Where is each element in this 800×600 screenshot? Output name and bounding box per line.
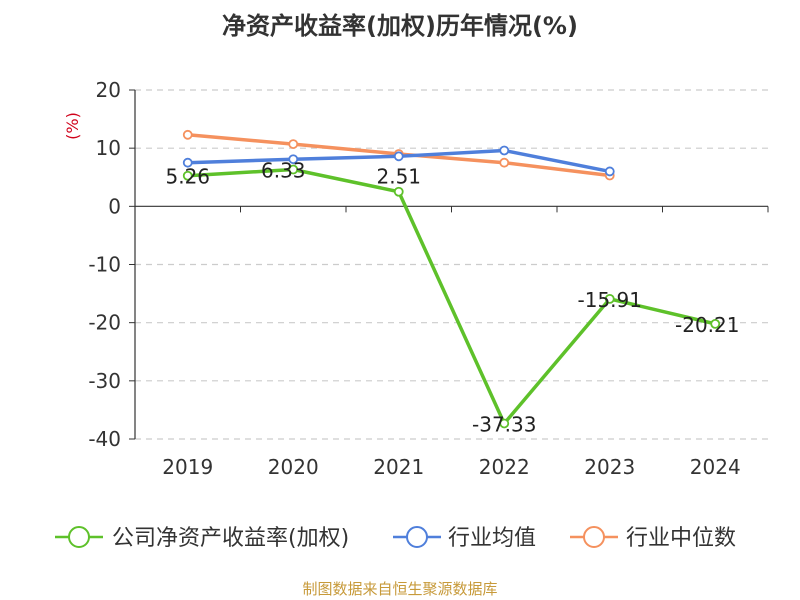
y-tick-label: -40 <box>88 427 121 451</box>
legend-swatch-marker <box>583 526 605 548</box>
data-point <box>710 318 721 329</box>
legend-label: 行业均值 <box>448 526 536 551</box>
y-tick-label: 20 <box>96 78 121 102</box>
data-point <box>499 157 510 168</box>
y-axis-label: (%) <box>63 112 82 140</box>
data-label: 6.33 <box>261 159 306 183</box>
x-tick-label: 2022 <box>479 455 530 479</box>
data-point <box>604 166 615 177</box>
data-point <box>288 139 299 149</box>
data-source-note: 制图数据来自恒生聚源数据库 <box>302 580 498 598</box>
data-point <box>499 418 510 429</box>
data-point <box>393 186 404 197</box>
legend-label: 行业中位数 <box>626 526 736 551</box>
data-label: -15.91 <box>578 288 642 312</box>
x-tick-label: 2019 <box>162 455 213 479</box>
data-label: -20.21 <box>675 313 739 337</box>
data-point <box>288 164 299 175</box>
y-tick-label: 10 <box>96 136 121 160</box>
data-point <box>288 154 299 165</box>
legend-swatch-marker <box>68 526 90 548</box>
x-tick-label: 2023 <box>584 455 635 479</box>
data-point <box>182 170 193 181</box>
legend-label: 公司净资产收益率(加权) <box>112 526 349 551</box>
series-line <box>187 167 716 426</box>
data-label: -37.33 <box>472 412 536 436</box>
data-label: 5.26 <box>165 165 210 189</box>
data-point <box>182 157 193 168</box>
chart-title: 净资产收益率(加权)历年情况(%) <box>222 12 578 40</box>
x-tick-label: 2024 <box>690 455 741 479</box>
legend-swatch-marker <box>406 526 428 548</box>
x-tick-label: 2021 <box>373 455 424 479</box>
data-point <box>499 145 510 156</box>
data-point <box>393 151 404 162</box>
data-point <box>182 129 193 140</box>
y-tick-label: -10 <box>88 253 121 277</box>
y-tick-label: 0 <box>108 194 121 218</box>
data-point <box>604 293 615 304</box>
y-tick-label: -30 <box>88 369 121 393</box>
y-tick-label: -20 <box>88 311 121 335</box>
x-tick-label: 2020 <box>268 455 319 479</box>
data-label: 2.51 <box>376 165 421 189</box>
